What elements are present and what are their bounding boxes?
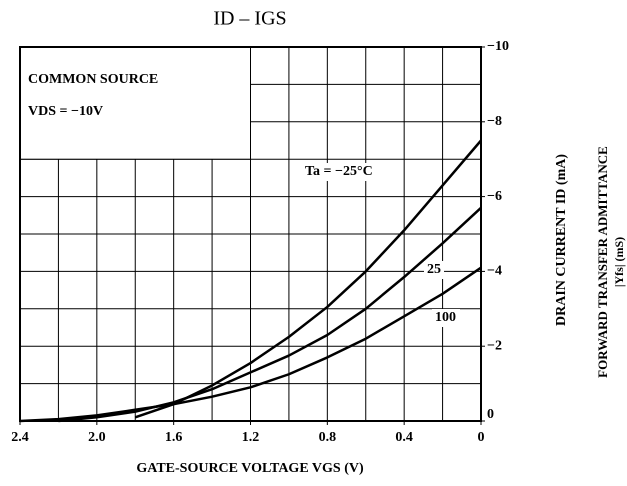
x-tick-label: 2.4 <box>11 430 29 445</box>
x-tick-label: 2.0 <box>88 430 106 445</box>
x-tick-label: 0.8 <box>319 430 337 445</box>
condition-box <box>19 46 251 160</box>
y-tick-label: −8 <box>487 114 502 129</box>
y-tick-label: 0 <box>487 407 494 422</box>
series-label: 25 <box>427 262 441 277</box>
x-tick-label: 1.2 <box>242 430 260 445</box>
y2-axis-label: |Yfs| (mS) <box>612 237 626 287</box>
condition-label: VDS = −10V <box>28 104 103 119</box>
x-tick-label: 0 <box>478 430 485 445</box>
y-tick-label: −6 <box>487 189 502 204</box>
series-label: Ta = −25°C <box>305 164 373 179</box>
label-bg <box>424 261 444 279</box>
x-axis-label: GATE-SOURCE VOLTAGE VGS (V) <box>136 461 364 476</box>
y2-axis-label: FORWARD TRANSFER ADMITTANCE <box>595 146 610 378</box>
chart-title: ID – IGS <box>213 8 286 30</box>
label-bg <box>432 309 460 327</box>
curve <box>19 266 482 423</box>
x-tick-label: 0.4 <box>395 430 413 445</box>
y-axis-label: DRAIN CURRENT ID (mA) <box>554 154 569 326</box>
y-tick-label: −10 <box>487 39 509 54</box>
x-tick-label: 1.6 <box>165 430 183 445</box>
condition-label: COMMON SOURCE <box>28 72 158 87</box>
curve <box>58 206 482 423</box>
label-bg <box>302 163 392 181</box>
series-label: 100 <box>435 310 456 325</box>
y-tick-label: −2 <box>487 338 502 353</box>
y-tick-label: −4 <box>487 264 502 279</box>
